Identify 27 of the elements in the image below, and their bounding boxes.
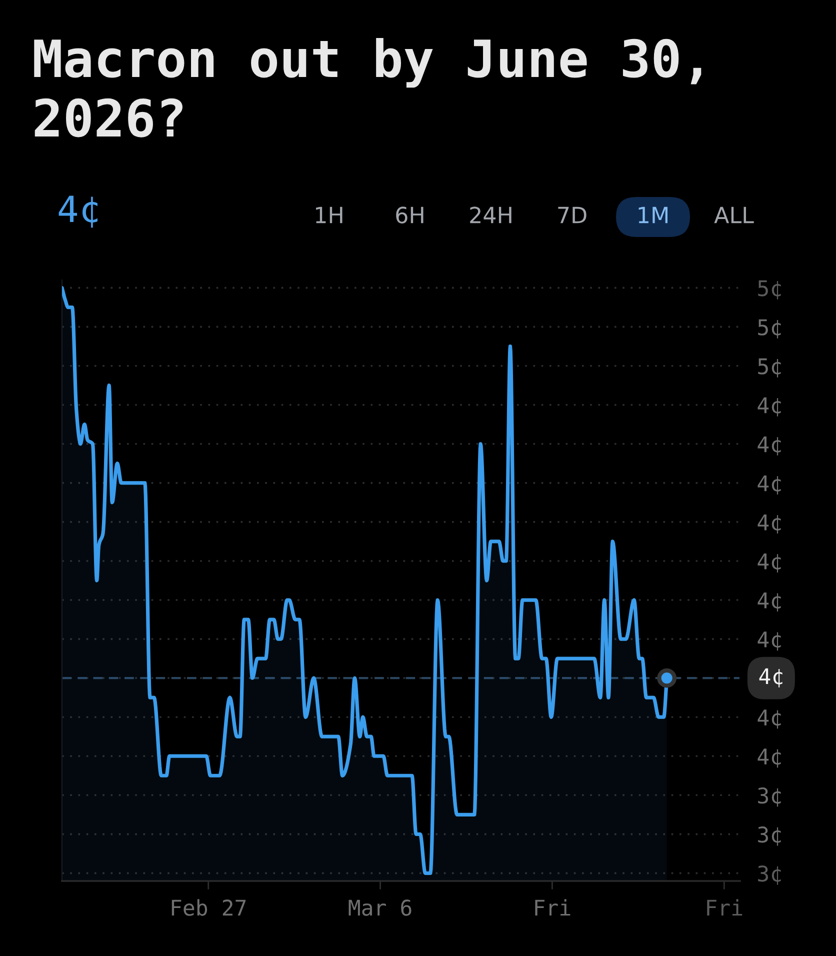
- text: 6H: [396, 206, 424, 224]
- text: 7D: [558, 206, 586, 224]
- y-tick-label: 4¢: [758, 475, 781, 494]
- chart-subtitle: 4¢: [58, 196, 98, 228]
- y-tick-label: 4¢: [758, 710, 781, 729]
- y-tick-label: 3¢: [758, 865, 781, 885]
- y-tick-label: 3¢: [758, 787, 781, 807]
- y-tick-label: 4¢: [758, 514, 781, 534]
- text: 24H: [470, 206, 512, 224]
- text: ALL: [714, 206, 754, 224]
- y-tick-label: 5¢: [758, 319, 781, 338]
- y-tick-label: 4¢: [758, 632, 781, 651]
- y-tick-label: 4¢: [758, 554, 781, 573]
- x-tick-label: Fri: [707, 899, 742, 916]
- x-tick-label: Fri: [535, 899, 570, 916]
- y-tick-label: 4¢: [758, 397, 781, 416]
- x-tick-label: Mar 6: [348, 900, 412, 916]
- x-tick-label: Feb 27: [172, 899, 246, 916]
- y-tick-label: 5¢: [758, 280, 781, 300]
- y-tick-label: 5¢: [758, 358, 781, 378]
- y-tick-label: 4¢: [758, 748, 781, 768]
- text: 1M: [638, 206, 668, 224]
- y-tick-label: 3¢: [758, 826, 781, 846]
- chart-title: Macron out by June 30, 2026?: [34, 38, 702, 138]
- text: 1H: [316, 206, 342, 224]
- y-tick-label: 4¢: [758, 592, 781, 612]
- y-tick-label: 4¢: [758, 436, 781, 456]
